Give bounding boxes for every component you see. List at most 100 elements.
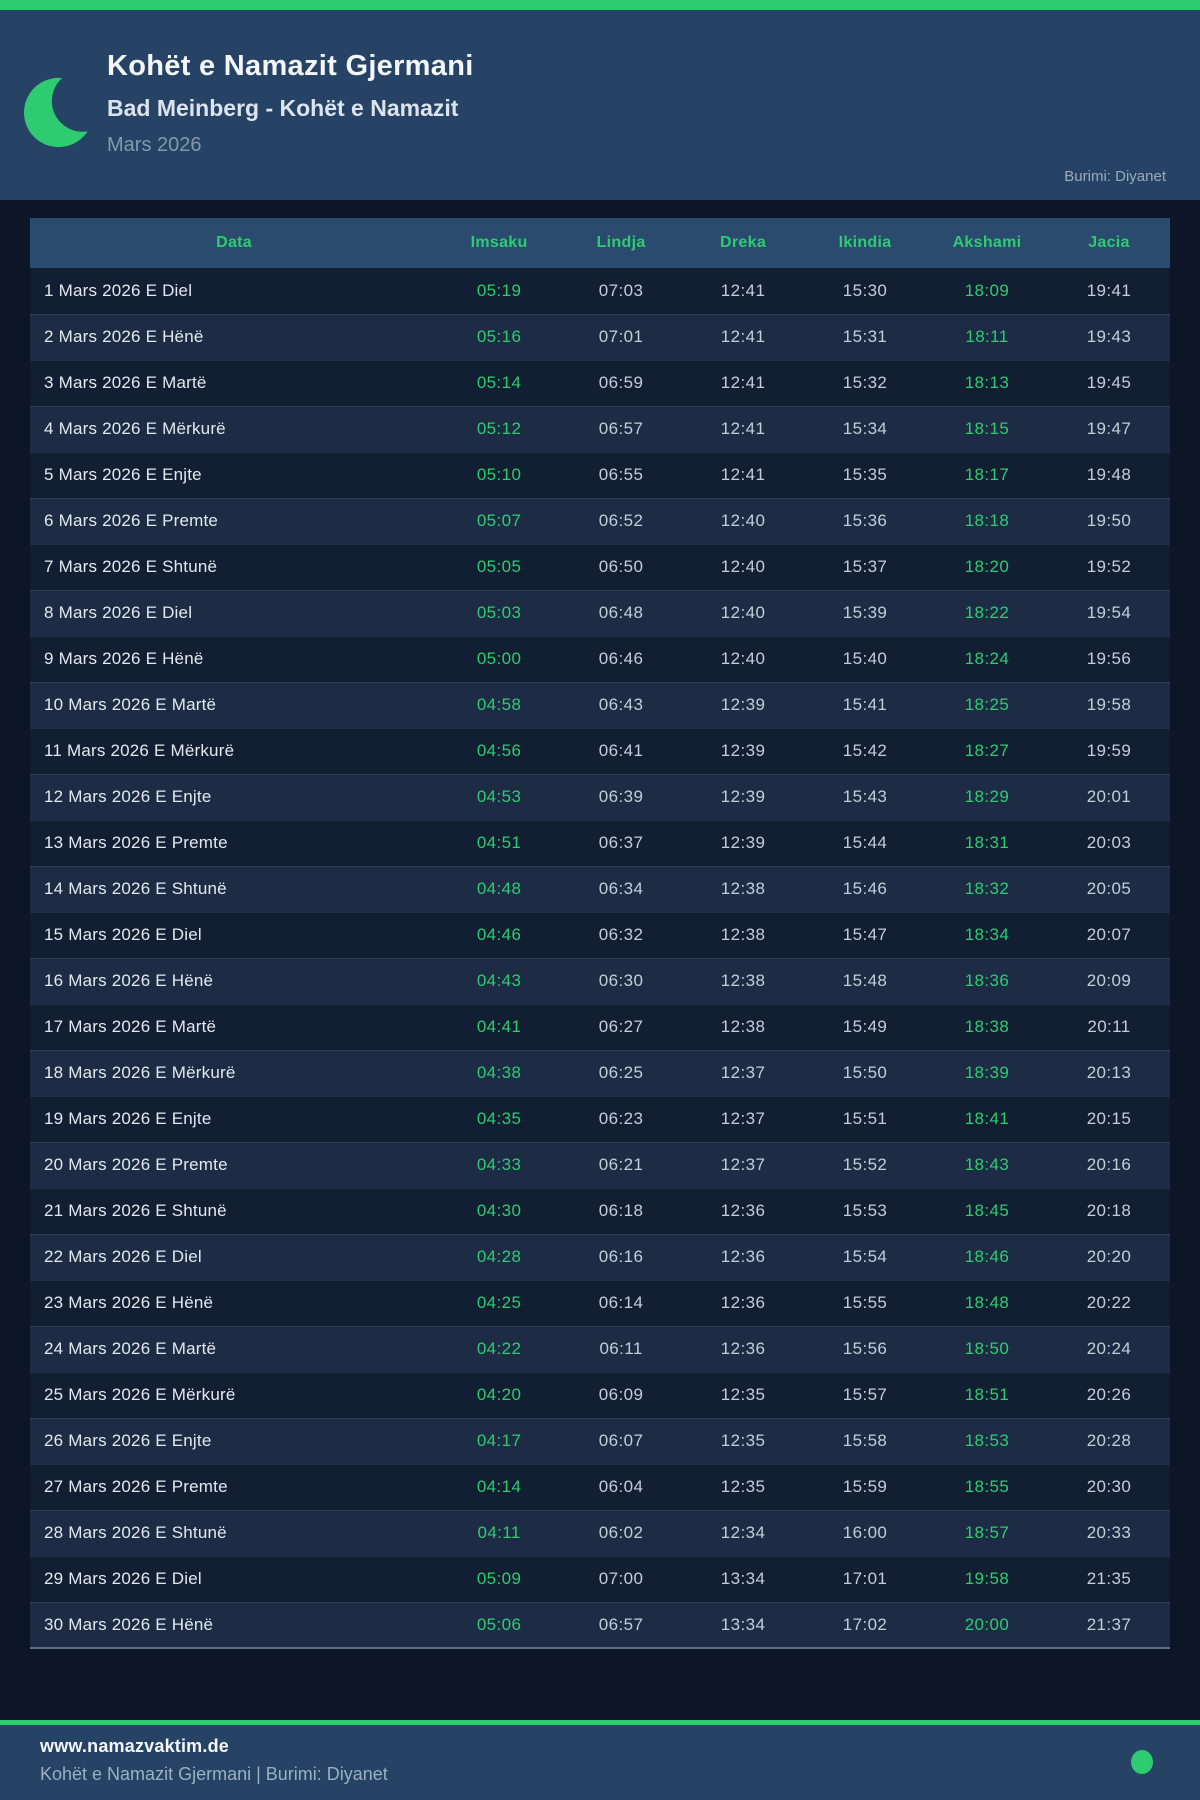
lindja-cell: 06:21 bbox=[598, 1155, 644, 1174]
ikindia-cell: 15:53 bbox=[842, 1201, 888, 1220]
akshami-cell: 20:00 bbox=[964, 1614, 1010, 1634]
imsaku-cell: 04:20 bbox=[476, 1385, 522, 1404]
imsaku-cell: 04:43 bbox=[476, 971, 522, 990]
table-row: 1 Mars 2026 E Diel 05:19 07:03 12:41 15:… bbox=[30, 268, 1170, 314]
imsaku-cell: 05:03 bbox=[476, 603, 522, 622]
page-header: Kohët e Namazit Gjermani Bad Meinberg - … bbox=[0, 10, 1200, 200]
ikindia-cell: 15:34 bbox=[842, 419, 888, 438]
imsaku-cell: 05:06 bbox=[476, 1614, 522, 1634]
imsaku-cell: 04:11 bbox=[477, 1523, 521, 1542]
lindja-cell: 06:59 bbox=[598, 373, 644, 392]
lindja-cell: 06:34 bbox=[598, 879, 644, 898]
imsaku-cell: 05:16 bbox=[476, 327, 522, 346]
imsaku-cell: 05:09 bbox=[476, 1569, 522, 1588]
ikindia-cell: 16:00 bbox=[842, 1523, 888, 1542]
dreka-cell: 12:40 bbox=[720, 603, 766, 622]
ikindia-cell: 17:02 bbox=[842, 1614, 888, 1634]
column-header-ikindia: Ikindia bbox=[804, 218, 926, 268]
jacia-cell: 19:50 bbox=[1086, 511, 1132, 530]
table-row: 28 Mars 2026 E Shtunë 04:11 06:02 12:34 … bbox=[30, 1510, 1170, 1556]
green-dot-icon bbox=[1131, 1749, 1153, 1774]
dreka-cell: 12:39 bbox=[720, 741, 766, 760]
ikindia-cell: 15:59 bbox=[842, 1477, 888, 1496]
date-cell: 15 Mars 2026 E Diel bbox=[44, 925, 202, 944]
dreka-cell: 12:39 bbox=[720, 833, 766, 852]
table-row: 13 Mars 2026 E Premte 04:51 06:37 12:39 … bbox=[30, 820, 1170, 866]
top-accent-bar bbox=[0, 0, 1200, 10]
table-row: 3 Mars 2026 E Martë 05:14 06:59 12:41 15… bbox=[30, 360, 1170, 406]
jacia-cell: 20:05 bbox=[1086, 879, 1132, 898]
dreka-cell: 12:36 bbox=[720, 1247, 766, 1266]
ikindia-cell: 15:36 bbox=[842, 511, 888, 530]
date-cell: 25 Mars 2026 E Mërkurë bbox=[44, 1385, 236, 1404]
date-cell: 11 Mars 2026 E Mërkurë bbox=[44, 741, 235, 760]
ikindia-cell: 15:44 bbox=[842, 833, 888, 852]
ikindia-cell: 15:47 bbox=[842, 925, 888, 944]
jacia-cell: 19:41 bbox=[1086, 280, 1132, 300]
imsaku-cell: 04:17 bbox=[476, 1431, 522, 1450]
jacia-cell: 19:45 bbox=[1086, 373, 1132, 392]
lindja-cell: 06:25 bbox=[598, 1063, 644, 1082]
jacia-cell: 20:22 bbox=[1086, 1293, 1132, 1312]
date-cell: 10 Mars 2026 E Martë bbox=[44, 695, 217, 714]
akshami-cell: 18:43 bbox=[964, 1155, 1010, 1174]
imsaku-cell: 05:05 bbox=[476, 557, 522, 576]
dreka-cell: 12:34 bbox=[720, 1523, 766, 1542]
imsaku-cell: 04:51 bbox=[476, 833, 522, 852]
dreka-cell: 12:36 bbox=[720, 1339, 766, 1358]
ikindia-cell: 15:32 bbox=[842, 373, 888, 392]
source-label: Burimi: Diyanet bbox=[1064, 168, 1166, 185]
lindja-cell: 07:03 bbox=[598, 280, 644, 300]
date-cell: 27 Mars 2026 E Premte bbox=[44, 1477, 228, 1496]
ikindia-cell: 15:54 bbox=[842, 1247, 888, 1266]
page-footer: www.namazvaktim.de Kohët e Namazit Gjerm… bbox=[0, 1725, 1200, 1800]
ikindia-cell: 15:50 bbox=[842, 1063, 888, 1082]
jacia-cell: 19:58 bbox=[1086, 695, 1132, 714]
ikindia-cell: 15:51 bbox=[842, 1109, 888, 1128]
table-row: 25 Mars 2026 E Mërkurë 04:20 06:09 12:35… bbox=[30, 1372, 1170, 1418]
dreka-cell: 12:40 bbox=[720, 511, 766, 530]
ikindia-cell: 15:56 bbox=[842, 1339, 888, 1358]
jacia-cell: 20:07 bbox=[1086, 925, 1132, 944]
akshami-cell: 18:46 bbox=[964, 1247, 1010, 1266]
crescent-moon-icon bbox=[24, 70, 114, 149]
dreka-cell: 12:35 bbox=[720, 1385, 766, 1404]
date-cell: 13 Mars 2026 E Premte bbox=[44, 833, 228, 852]
imsaku-cell: 05:07 bbox=[476, 511, 522, 530]
ikindia-cell: 15:40 bbox=[842, 649, 888, 668]
lindja-cell: 06:32 bbox=[598, 925, 644, 944]
date-cell: 22 Mars 2026 E Diel bbox=[44, 1247, 202, 1266]
akshami-cell: 18:57 bbox=[964, 1523, 1010, 1542]
akshami-cell: 18:55 bbox=[964, 1477, 1010, 1496]
akshami-cell: 18:53 bbox=[964, 1431, 1010, 1450]
ikindia-cell: 15:43 bbox=[842, 787, 888, 806]
lindja-cell: 07:01 bbox=[598, 327, 644, 346]
akshami-cell: 18:50 bbox=[964, 1339, 1010, 1358]
dreka-cell: 12:37 bbox=[720, 1063, 766, 1082]
date-cell: 23 Mars 2026 E Hënë bbox=[44, 1293, 214, 1312]
akshami-cell: 18:34 bbox=[964, 925, 1010, 944]
date-cell: 20 Mars 2026 E Premte bbox=[44, 1155, 228, 1174]
lindja-cell: 06:41 bbox=[598, 741, 644, 760]
jacia-cell: 20:18 bbox=[1086, 1201, 1132, 1220]
jacia-cell: 20:26 bbox=[1086, 1385, 1132, 1404]
imsaku-cell: 04:30 bbox=[476, 1201, 522, 1220]
jacia-cell: 20:28 bbox=[1086, 1431, 1132, 1450]
akshami-cell: 18:17 bbox=[964, 465, 1010, 484]
table-row: 24 Mars 2026 E Martë 04:22 06:11 12:36 1… bbox=[30, 1326, 1170, 1372]
imsaku-cell: 04:14 bbox=[476, 1477, 522, 1496]
date-cell: 30 Mars 2026 E Hënë bbox=[44, 1614, 214, 1634]
lindja-cell: 06:07 bbox=[598, 1431, 644, 1450]
ikindia-cell: 15:37 bbox=[842, 557, 888, 576]
lindja-cell: 06:16 bbox=[598, 1247, 644, 1266]
jacia-cell: 21:35 bbox=[1086, 1569, 1132, 1588]
akshami-cell: 18:29 bbox=[964, 787, 1010, 806]
imsaku-cell: 05:00 bbox=[476, 649, 522, 668]
akshami-cell: 18:51 bbox=[964, 1385, 1010, 1404]
dreka-cell: 12:38 bbox=[720, 879, 766, 898]
dreka-cell: 12:41 bbox=[720, 280, 766, 300]
header-titles: Kohët e Namazit Gjermani Bad Meinberg - … bbox=[107, 50, 474, 157]
lindja-cell: 06:37 bbox=[598, 833, 644, 852]
table-row: 2 Mars 2026 E Hënë 05:16 07:01 12:41 15:… bbox=[30, 314, 1170, 360]
website-link[interactable]: www.namazvaktim.de bbox=[40, 1736, 229, 1756]
